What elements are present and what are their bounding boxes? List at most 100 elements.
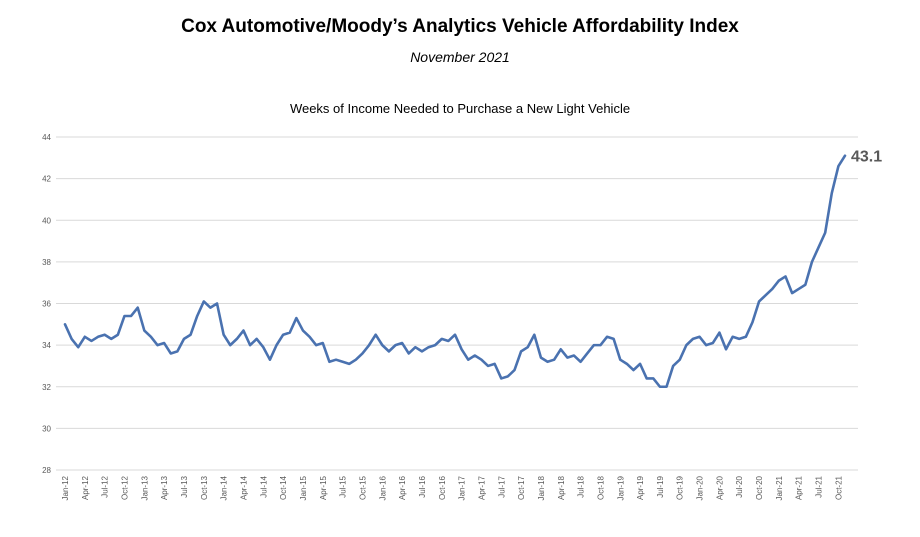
data-point bbox=[222, 333, 225, 336]
data-point bbox=[341, 360, 344, 363]
data-point bbox=[526, 346, 529, 349]
data-point bbox=[374, 333, 377, 336]
data-point bbox=[84, 336, 87, 339]
data-point bbox=[249, 344, 252, 347]
data-point bbox=[626, 363, 629, 366]
x-tick-label: Jul-12 bbox=[101, 475, 110, 497]
data-point bbox=[90, 340, 93, 343]
data-point bbox=[507, 375, 510, 378]
data-point bbox=[136, 306, 139, 309]
data-point bbox=[678, 358, 681, 361]
x-tick-label: Apr-19 bbox=[636, 475, 645, 500]
x-tick-label: Apr-17 bbox=[477, 475, 486, 500]
y-tick-label: 42 bbox=[42, 175, 51, 184]
data-point bbox=[216, 302, 219, 305]
data-point bbox=[302, 329, 305, 332]
x-tick-label: Oct-19 bbox=[676, 475, 685, 500]
x-tick-label: Oct-13 bbox=[200, 475, 209, 500]
x-tick-label: Jan-15 bbox=[299, 475, 308, 500]
x-tick-label: Jan-12 bbox=[61, 475, 70, 500]
x-tick-label: Oct-21 bbox=[834, 475, 843, 500]
data-point bbox=[804, 283, 807, 286]
y-tick-label: 36 bbox=[42, 300, 51, 309]
data-point bbox=[321, 342, 324, 345]
data-point bbox=[784, 275, 787, 278]
data-point bbox=[143, 329, 146, 332]
data-point bbox=[692, 338, 695, 341]
data-point bbox=[123, 315, 126, 318]
chart-title: Weeks of Income Needed to Purchase a New… bbox=[289, 101, 631, 116]
data-point bbox=[308, 336, 311, 339]
data-point bbox=[612, 338, 615, 341]
x-tick-label: Jul-20 bbox=[735, 475, 744, 497]
data-point bbox=[731, 336, 734, 339]
data-point bbox=[645, 377, 648, 380]
x-tick-label: Jul-15 bbox=[339, 475, 348, 497]
data-point bbox=[778, 279, 781, 282]
data-point bbox=[328, 360, 331, 363]
data-point bbox=[262, 346, 265, 349]
x-tick-label: Oct-20 bbox=[755, 475, 764, 500]
data-point bbox=[414, 346, 417, 349]
data-point bbox=[176, 350, 179, 353]
data-point bbox=[183, 338, 186, 341]
x-tick-label: Jan-16 bbox=[378, 475, 387, 500]
x-tick-label: Apr-16 bbox=[398, 475, 407, 500]
data-point bbox=[652, 377, 655, 380]
data-point bbox=[440, 338, 443, 341]
y-tick-label: 44 bbox=[42, 133, 51, 142]
x-tick-label: Jan-17 bbox=[458, 475, 467, 500]
data-point bbox=[169, 352, 172, 355]
x-tick-label: Oct-14 bbox=[279, 475, 288, 500]
data-point bbox=[553, 358, 556, 361]
data-point bbox=[295, 317, 298, 320]
data-point bbox=[335, 358, 338, 361]
y-tick-label: 32 bbox=[42, 383, 51, 392]
x-tick-label: Apr-18 bbox=[557, 475, 566, 500]
x-tick-label: Jul-21 bbox=[815, 475, 824, 497]
data-point bbox=[579, 360, 582, 363]
data-point bbox=[368, 344, 371, 347]
data-point bbox=[817, 246, 820, 249]
data-point bbox=[282, 333, 285, 336]
data-point bbox=[665, 385, 668, 388]
data-point bbox=[751, 321, 754, 324]
x-tick-label: Apr-13 bbox=[160, 475, 169, 500]
page-title: Cox Automotive/Moody’s Analytics Vehicle… bbox=[181, 16, 739, 37]
data-point bbox=[255, 338, 258, 341]
data-point bbox=[546, 360, 549, 363]
data-point bbox=[189, 333, 192, 336]
x-tick-label: Jan-14 bbox=[220, 475, 229, 500]
data-point bbox=[150, 336, 153, 339]
data-point bbox=[361, 352, 364, 355]
x-tick-label: Jul-17 bbox=[497, 475, 506, 497]
data-point bbox=[758, 300, 761, 303]
data-point bbox=[764, 294, 767, 297]
data-point bbox=[837, 165, 840, 168]
data-point bbox=[738, 338, 741, 341]
data-point bbox=[606, 336, 609, 339]
data-point bbox=[348, 363, 351, 366]
data-point bbox=[288, 331, 291, 334]
end-value-label: 43.1 bbox=[851, 149, 882, 166]
data-point bbox=[685, 344, 688, 347]
data-point bbox=[513, 369, 516, 372]
data-point bbox=[64, 323, 67, 326]
data-point bbox=[540, 356, 543, 359]
data-point bbox=[725, 348, 728, 351]
x-tick-label: Oct-12 bbox=[120, 475, 129, 500]
data-point bbox=[130, 315, 133, 318]
data-point bbox=[381, 344, 384, 347]
data-point bbox=[811, 261, 814, 264]
data-point bbox=[236, 338, 239, 341]
x-tick-label: Oct-15 bbox=[358, 475, 367, 500]
y-tick-label: 38 bbox=[42, 258, 51, 267]
data-point bbox=[599, 344, 602, 347]
data-point bbox=[103, 333, 106, 336]
data-point bbox=[573, 354, 576, 357]
x-tick-label: Jul-13 bbox=[180, 475, 189, 497]
data-point bbox=[427, 346, 430, 349]
data-point bbox=[163, 342, 166, 345]
data-point bbox=[797, 288, 800, 291]
x-tick-label: Jul-14 bbox=[259, 475, 268, 497]
